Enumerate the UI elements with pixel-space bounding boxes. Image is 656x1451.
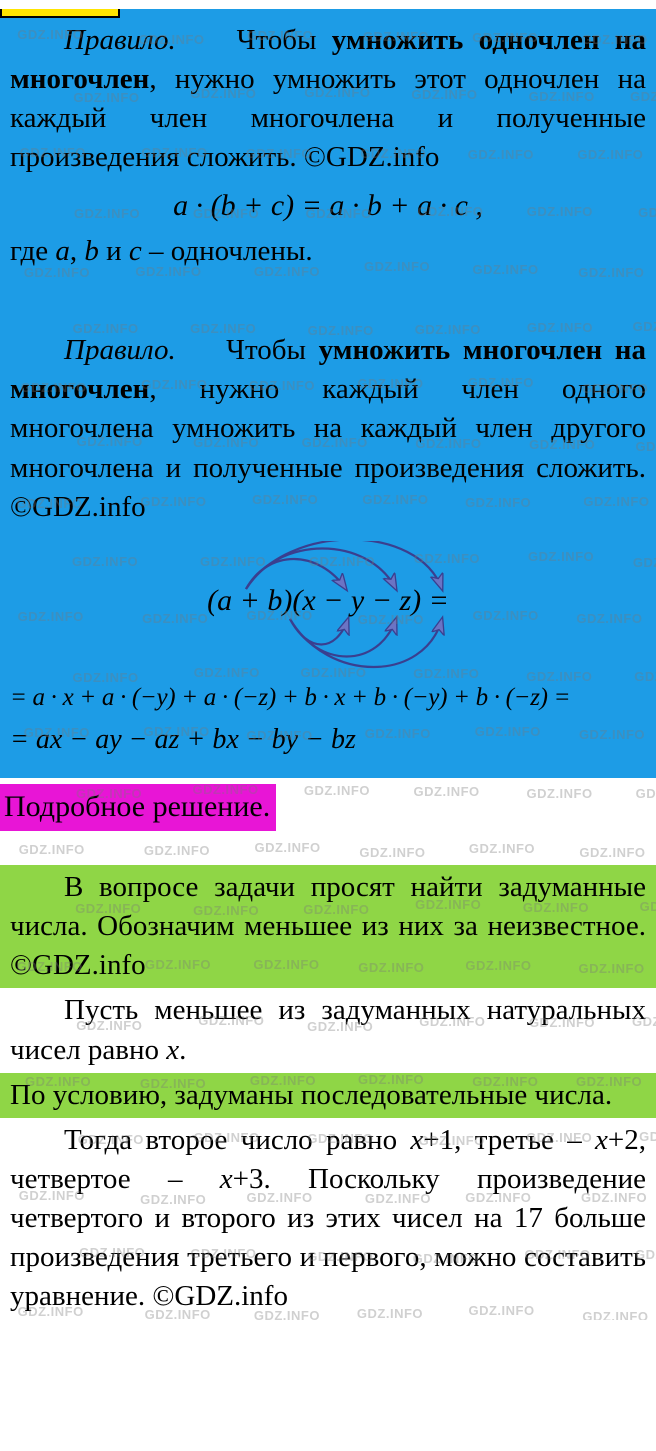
diagram-formula: (a + b)(x − y − z) =	[10, 581, 646, 622]
white1-before: Пусть меньшее из задуманных натуральных …	[10, 994, 646, 1065]
w2-v3: x	[220, 1163, 233, 1195]
rule1-label: Правило.	[64, 24, 176, 56]
w2-t1: Тогда второе число равно	[64, 1124, 410, 1156]
rule2-paragraph: Правило. Чтобы умножить многочлен на мно…	[10, 331, 646, 527]
rules-blue-box: Правило. Чтобы умножить одночлен на мног…	[0, 9, 656, 778]
green1-text: В вопросе задачи просят найти задуманные…	[10, 868, 646, 985]
spacer	[10, 277, 646, 331]
pink-label-row: Подробное решение.	[0, 778, 656, 831]
green-block-2: По условию, задуманы последователь­ные ч…	[0, 1073, 656, 1118]
white1-var: x	[166, 1034, 179, 1066]
rule2-label: Правило.	[64, 334, 176, 366]
rule1-paragraph: Правило. Чтобы умножить одночлен на мног…	[10, 21, 646, 178]
white1-text: Пусть меньшее из задуманных натуральных …	[10, 991, 646, 1069]
white2-text: Тогда второе число равно x+1, третье – x…	[10, 1121, 646, 1317]
green-block-1: В вопросе задачи просят найти задуманные…	[0, 865, 656, 988]
white1-after: .	[179, 1034, 186, 1066]
white-block-1: Пусть меньшее из задуманных натуральных …	[0, 988, 656, 1072]
where-line: где a, b и c – одночлены.	[10, 232, 646, 271]
long-equation-line2: = ax − ay − az + bx − by − bz	[10, 721, 646, 759]
distribution-diagram: (a + b)(x − y − z) =	[10, 541, 646, 671]
pink-label: Подробное решение.	[0, 784, 276, 831]
white-block-2: Тогда второе число равно x+1, третье – x…	[0, 1118, 656, 1320]
green2-text: По условию, задуманы последователь­ные ч…	[10, 1076, 646, 1115]
w2-t2: +1, третье –	[423, 1124, 595, 1156]
rule2-prefix: Чтобы	[226, 334, 318, 366]
formula1: a · (b + c) = a · b + a · c ,	[10, 186, 646, 227]
gap	[0, 831, 656, 865]
long-equation-line1: = a · x + a · (−y) + a · (−z) + b · x + …	[10, 681, 646, 715]
w2-v1: x	[410, 1124, 423, 1156]
yellow-tab	[0, 9, 120, 18]
rule1-prefix: Чтобы	[237, 24, 332, 56]
w2-v2: x	[595, 1124, 608, 1156]
